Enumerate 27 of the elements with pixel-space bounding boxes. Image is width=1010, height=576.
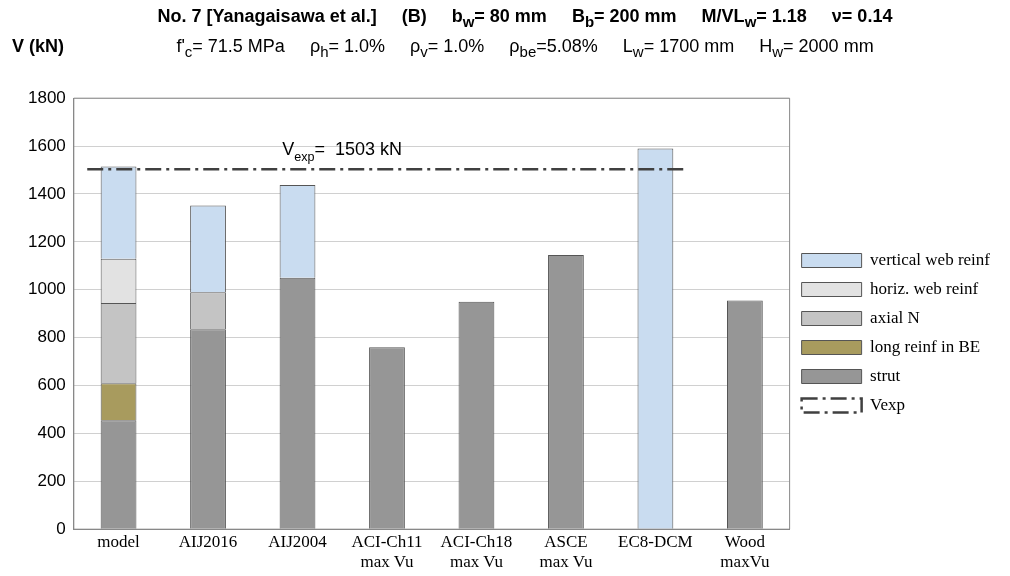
y-tick-label: 1200 (27, 231, 66, 251)
y-tick-label: 600 (37, 375, 66, 395)
y-tick-label: 1800 (27, 87, 66, 107)
y-tick-label: 0 (56, 518, 66, 538)
y-axis-title: V (kN) (12, 36, 65, 57)
x-tick-label: ACI-Ch11 max Vu (351, 531, 423, 572)
x-tick-label: ACI-Ch18 max Vu (440, 531, 513, 572)
x-tick-label: AIJ2004 (268, 531, 328, 551)
y-tick-label: 1600 (27, 135, 66, 155)
legend-label: strut (870, 365, 901, 385)
legend-label: horiz. web reinf (870, 278, 979, 298)
legend-label: vertical web reinf (870, 249, 991, 269)
legend-label: long reinf in BE (870, 336, 981, 356)
legend-label: Vexp (870, 394, 906, 414)
y-tick-label: 400 (37, 423, 66, 443)
y-tick-label: 1000 (27, 279, 66, 299)
x-tick-label: AIJ2016 (178, 531, 238, 551)
y-tick-label: 800 (37, 327, 66, 347)
legend-label: axial N (870, 307, 920, 327)
x-tick-label: EC8-DCM (618, 531, 693, 551)
y-tick-label: 1400 (27, 183, 66, 203)
y-tick-label: 200 (37, 471, 66, 490)
chart-title: No. 7 [Yanagaisawa et al.] (B) b$_{w}$= 80 mm B$_{b}$= 200 mm M/VL$_{w}$= 1.18 ν= 0.14 (156, 6, 894, 30)
x-tick-label: model (97, 531, 141, 551)
text: f'$_{c}$= 71.5 MPa ρ$_{h}$= 1.0% ρ$_{v}$= 1.0% ρ$_{be}$=5.08% L$_{w}$= 1700 mm H$_{w}$= 2000 mm (176, 36, 874, 60)
x-tick-label: Wood maxVu (720, 531, 770, 572)
x-tick-label: ASCE max Vu (539, 531, 593, 572)
